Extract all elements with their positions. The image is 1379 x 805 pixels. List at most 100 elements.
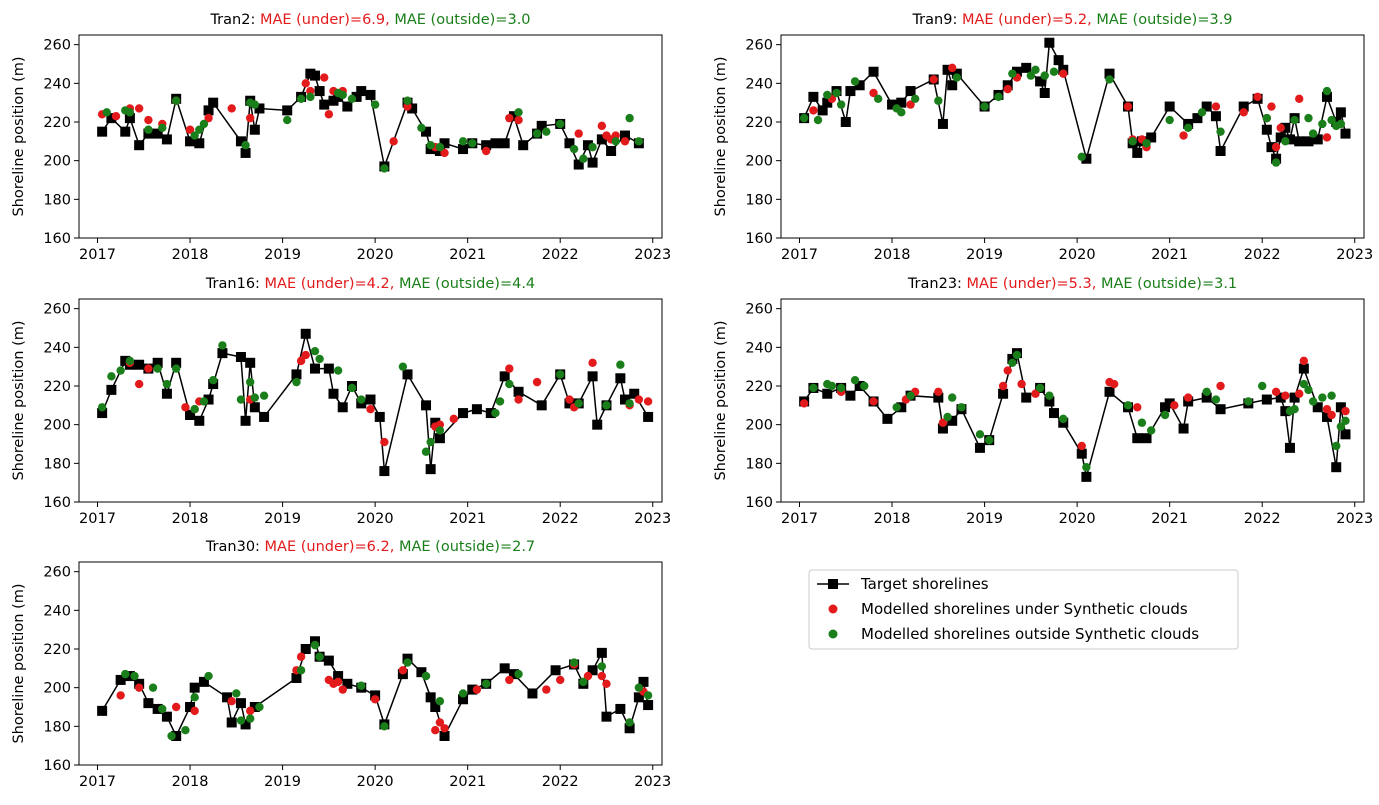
target-point — [328, 388, 339, 399]
target-point — [817, 105, 828, 116]
outside-cloud-point — [426, 141, 435, 150]
outside-cloud-point — [579, 677, 588, 687]
legend-entry-under: Modelled shorelines under Synthetic clou… — [828, 600, 1188, 618]
outside-cloud-point — [1281, 137, 1290, 146]
target-point — [97, 126, 108, 137]
target-point — [587, 665, 598, 676]
target-point — [1044, 37, 1055, 48]
under-cloud-point — [296, 356, 306, 366]
target-point — [374, 411, 385, 422]
target-point — [905, 86, 916, 97]
axes-frame — [780, 298, 1365, 503]
target-point — [527, 688, 538, 699]
target-point — [499, 138, 510, 149]
under-cloud-point — [1327, 410, 1336, 420]
y-tick-label: 260 — [43, 38, 71, 54]
outside-cloud-point — [333, 366, 343, 375]
x-tick-label: 2019 — [966, 247, 1003, 263]
x-tick-label: 2018 — [172, 774, 209, 790]
under-cloud-point — [338, 685, 347, 694]
outside-cloud-point — [1258, 381, 1267, 391]
under-cloud-point — [324, 110, 334, 119]
target-point — [300, 644, 311, 654]
x-tick-label: 2021 — [449, 247, 486, 263]
target-point — [203, 105, 214, 116]
outside-cloud-point — [569, 144, 579, 154]
under-cloud-point — [366, 405, 375, 414]
outside-cloud-point — [338, 90, 347, 100]
x-tick-label: 2020 — [1059, 247, 1096, 263]
under-cloud-point — [1281, 391, 1290, 400]
chart-title-under: MAE (under)=4.2, — [265, 276, 399, 292]
legend-outside-label: Modelled shorelines outside Synthetic cl… — [861, 625, 1199, 643]
target-point — [291, 369, 302, 380]
target-point — [499, 371, 510, 382]
under-cloud-point — [998, 381, 1008, 391]
target-point — [226, 717, 237, 728]
target-point — [582, 140, 593, 151]
target-point — [1104, 386, 1115, 397]
target-point — [356, 86, 367, 97]
outside-cloud-point — [421, 671, 431, 681]
x-tick-label: 2021 — [449, 511, 486, 527]
target-point — [1076, 448, 1087, 459]
y-tick-label: 160 — [43, 495, 71, 511]
outside-cloud-point — [421, 447, 431, 456]
target-point — [845, 86, 856, 97]
chart-title-under: MAE (under)=6.9, — [260, 12, 394, 28]
outside-cloud-point — [144, 125, 153, 134]
target-point — [189, 682, 200, 693]
target-point — [1312, 134, 1323, 145]
outside-cloud-point — [860, 381, 869, 391]
target-point — [351, 91, 362, 102]
target-point — [1011, 66, 1022, 77]
target-point — [124, 113, 135, 124]
y-tick-label: 220 — [43, 379, 71, 395]
under-cloud-point — [296, 652, 306, 661]
target-point — [947, 80, 958, 91]
under-cloud-point — [398, 666, 408, 675]
x-tick-label: 2023 — [634, 247, 671, 263]
outside-cloud-point — [296, 94, 306, 104]
target-point — [974, 442, 985, 453]
target-point — [106, 113, 117, 124]
outside-cloud-point — [1040, 71, 1049, 80]
x-tick-label: 2022 — [542, 247, 579, 263]
target-point — [439, 731, 450, 741]
under-cloud-point — [144, 115, 153, 125]
outside-cloud-point — [199, 119, 209, 129]
target-point — [1340, 429, 1351, 440]
under-cloud-point — [1183, 393, 1193, 402]
y-tick-label: 220 — [745, 379, 773, 395]
target-point — [194, 415, 205, 426]
under-cloud-point — [144, 364, 153, 373]
target-point — [439, 138, 450, 149]
under-cloud-point — [1299, 356, 1309, 366]
target-point — [606, 146, 617, 156]
outside-cloud-point — [1197, 108, 1207, 117]
outside-cloud-point — [947, 393, 957, 402]
target-point — [185, 410, 196, 420]
target-point — [808, 91, 819, 102]
target-point — [471, 404, 482, 415]
outside-cloud-point — [934, 96, 943, 105]
target-point — [1340, 128, 1351, 139]
target-point — [596, 647, 607, 658]
under-cloud-point — [1133, 403, 1142, 412]
outside-cloud-point — [1262, 113, 1272, 123]
outside-cloud-point — [417, 123, 426, 132]
under-cloud-point — [505, 364, 514, 373]
outside-cloud-point — [799, 113, 809, 123]
outside-cloud-point — [625, 399, 634, 408]
outside-cloud-point — [125, 108, 135, 117]
target-point — [1280, 406, 1291, 417]
target-point — [1021, 392, 1032, 403]
under-cloud-point — [1211, 102, 1221, 111]
target-point — [508, 669, 519, 680]
target-point — [1104, 68, 1115, 79]
chart-title-prefix: Tran16: — [205, 276, 265, 292]
target-point — [161, 134, 172, 145]
plot-area — [97, 68, 644, 173]
outside-cloud-point — [1146, 426, 1156, 435]
